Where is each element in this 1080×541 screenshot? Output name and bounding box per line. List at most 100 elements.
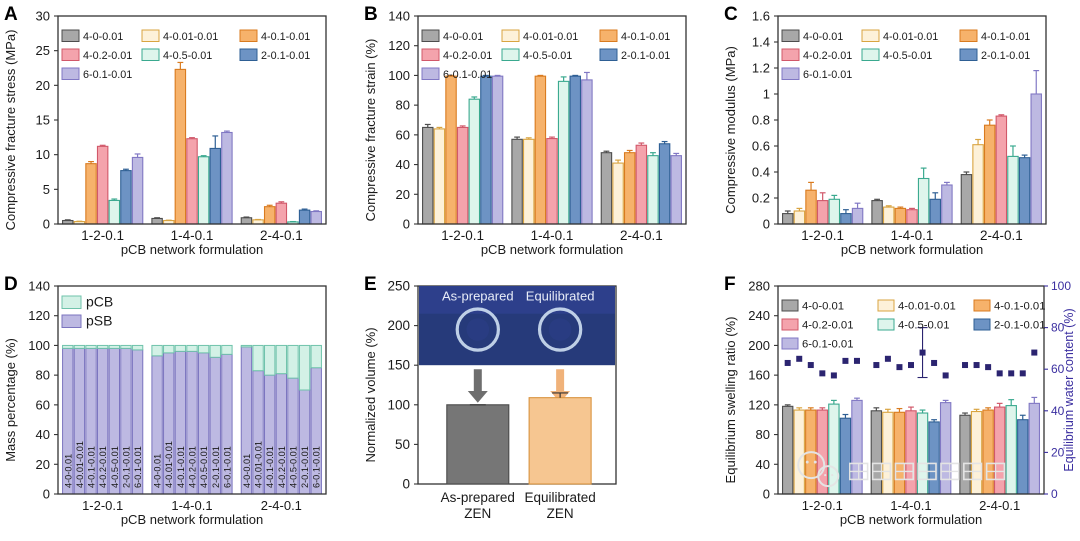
svg-text:10: 10 xyxy=(36,147,50,162)
svg-text:4-0-0.01: 4-0-0.01 xyxy=(443,31,483,43)
svg-text:80: 80 xyxy=(756,427,770,442)
svg-text:4-0.5-0.01: 4-0.5-0.01 xyxy=(199,446,209,488)
svg-text:100: 100 xyxy=(28,338,50,353)
svg-text:0: 0 xyxy=(1051,487,1058,501)
svg-text:60: 60 xyxy=(396,127,410,142)
svg-text:A: A xyxy=(4,4,18,25)
svg-text:C: C xyxy=(724,4,738,25)
svg-text:2-4-0.1: 2-4-0.1 xyxy=(620,228,663,243)
svg-text:6-0.1-0.01: 6-0.1-0.01 xyxy=(803,69,852,81)
svg-text:0.8: 0.8 xyxy=(752,113,770,128)
svg-text:0: 0 xyxy=(403,217,410,232)
svg-text:4-0.2-0.01: 4-0.2-0.01 xyxy=(188,446,198,488)
svg-text:4-0.5-0.01: 4-0.5-0.01 xyxy=(883,50,932,62)
svg-text:4-0.1-0.01: 4-0.1-0.01 xyxy=(87,446,97,488)
svg-text:4-0.5-0.01: 4-0.5-0.01 xyxy=(523,50,572,62)
svg-text:2-4-0.1: 2-4-0.1 xyxy=(980,228,1023,243)
svg-text:pCB network formulation: pCB network formulation xyxy=(481,242,623,257)
svg-text:4-0.2-0.01: 4-0.2-0.01 xyxy=(98,446,108,488)
svg-text:D: D xyxy=(4,274,18,295)
svg-text:4-0.1-0.01: 4-0.1-0.01 xyxy=(265,446,275,488)
svg-text:25: 25 xyxy=(36,43,50,58)
svg-text:120: 120 xyxy=(388,38,410,53)
svg-text:6-0.1-0.01: 6-0.1-0.01 xyxy=(443,69,492,81)
svg-text:4-0.01-0.01: 4-0.01-0.01 xyxy=(523,31,578,43)
svg-text:pCB: pCB xyxy=(86,294,113,310)
svg-text:pCB network formulation: pCB network formulation xyxy=(121,512,263,527)
svg-text:1-4-0.1: 1-4-0.1 xyxy=(171,498,212,513)
svg-text:5: 5 xyxy=(43,182,50,197)
svg-text:80: 80 xyxy=(36,368,50,383)
svg-text:4-0.1-0.01: 4-0.1-0.01 xyxy=(981,31,1030,43)
svg-text:4-0.2-0.01: 4-0.2-0.01 xyxy=(802,320,854,332)
svg-text:2-4-0.1: 2-4-0.1 xyxy=(261,498,302,513)
svg-text:4-0.01-0.01: 4-0.01-0.01 xyxy=(254,441,264,488)
svg-text:1.4: 1.4 xyxy=(752,35,770,50)
svg-text:140: 140 xyxy=(388,9,410,24)
svg-text:2-0.1-0.01: 2-0.1-0.01 xyxy=(981,50,1030,62)
svg-text:Equilibrated: Equilibrated xyxy=(526,288,595,303)
svg-text:4-0-0.01: 4-0-0.01 xyxy=(153,454,163,488)
svg-text:4-0.5-0.01: 4-0.5-0.01 xyxy=(288,446,298,488)
svg-text:1.6: 1.6 xyxy=(752,9,770,24)
svg-text:As-prepared: As-prepared xyxy=(441,490,515,505)
svg-text:Equilibrium swelling ratio (%): Equilibrium swelling ratio (%) xyxy=(723,317,738,484)
svg-text:2-0.1-0.01: 2-0.1-0.01 xyxy=(211,446,221,488)
svg-text:4-0.1-0.01: 4-0.1-0.01 xyxy=(261,31,310,43)
svg-text:2-0.1-0.01: 2-0.1-0.01 xyxy=(621,50,670,62)
svg-text:120: 120 xyxy=(28,308,50,323)
svg-text:150: 150 xyxy=(387,358,410,373)
svg-text:B: B xyxy=(364,4,378,25)
svg-text:30: 30 xyxy=(36,9,50,24)
svg-text:20: 20 xyxy=(36,457,50,472)
svg-text:pCB network formulation: pCB network formulation xyxy=(121,242,263,257)
svg-text:40: 40 xyxy=(396,157,410,172)
svg-text:0: 0 xyxy=(763,217,770,232)
svg-text:Equilibrated: Equilibrated xyxy=(524,490,595,505)
svg-text:250: 250 xyxy=(387,279,410,294)
svg-text:4-0.1-0.01: 4-0.1-0.01 xyxy=(176,446,186,488)
svg-text:4-0-0.01: 4-0-0.01 xyxy=(83,31,123,43)
svg-text:15: 15 xyxy=(36,113,50,128)
svg-text:4-0.1-0.01: 4-0.1-0.01 xyxy=(994,301,1046,313)
svg-text:1-2-0.1: 1-2-0.1 xyxy=(81,228,124,243)
svg-text:4-0.2-0.01: 4-0.2-0.01 xyxy=(803,50,852,62)
svg-text:100: 100 xyxy=(388,68,410,83)
svg-text:pSB: pSB xyxy=(86,313,112,329)
svg-text:2-4-0.1: 2-4-0.1 xyxy=(979,498,1020,513)
svg-text:Equilibrium water content (%): Equilibrium water content (%) xyxy=(1062,308,1076,471)
svg-text:20: 20 xyxy=(36,78,50,93)
svg-text:1-2-0.1: 1-2-0.1 xyxy=(801,228,844,243)
svg-text:6-0.1-0.01: 6-0.1-0.01 xyxy=(133,446,143,488)
svg-text:6-0.1-0.01: 6-0.1-0.01 xyxy=(83,69,132,81)
svg-text:4-0-0.01: 4-0-0.01 xyxy=(63,454,73,488)
svg-text:0: 0 xyxy=(43,217,50,232)
svg-text:1-4-0.1: 1-4-0.1 xyxy=(890,498,931,513)
svg-text:100: 100 xyxy=(1051,279,1071,293)
svg-text:40: 40 xyxy=(756,457,770,472)
svg-text:4-0-0.01: 4-0-0.01 xyxy=(242,454,252,488)
svg-text:240: 240 xyxy=(748,308,770,323)
svg-text:6-0.1-0.01: 6-0.1-0.01 xyxy=(312,446,322,488)
svg-text:20: 20 xyxy=(396,187,410,202)
svg-text:1-2-0.1: 1-2-0.1 xyxy=(82,498,123,513)
svg-text:0.6: 0.6 xyxy=(752,139,770,154)
svg-text:200: 200 xyxy=(748,338,770,353)
svg-text:Normalized volume (%): Normalized volume (%) xyxy=(363,327,378,462)
svg-text:2-0.1-0.01: 2-0.1-0.01 xyxy=(261,50,310,62)
svg-text:0.2: 0.2 xyxy=(752,191,770,206)
svg-text:0: 0 xyxy=(402,477,410,492)
svg-text:4-0.2-0.01: 4-0.2-0.01 xyxy=(83,50,132,62)
svg-text:pCB network formulation: pCB network formulation xyxy=(840,512,982,527)
svg-text:200: 200 xyxy=(387,318,410,333)
svg-text:4-0.01-0.01: 4-0.01-0.01 xyxy=(75,441,85,488)
svg-text:4-0.01-0.01: 4-0.01-0.01 xyxy=(164,441,174,488)
svg-text:50: 50 xyxy=(395,437,410,452)
svg-text:4-0.1-0.01: 4-0.1-0.01 xyxy=(621,31,670,43)
svg-text:140: 140 xyxy=(28,279,50,294)
svg-text:4-0.01-0.01: 4-0.01-0.01 xyxy=(898,301,956,313)
svg-text:F: F xyxy=(724,274,736,295)
svg-text:As-prepared: As-prepared xyxy=(442,288,514,303)
svg-text:6-0.1-0.01: 6-0.1-0.01 xyxy=(802,339,854,351)
svg-text:2-0.1-0.01: 2-0.1-0.01 xyxy=(121,446,131,488)
